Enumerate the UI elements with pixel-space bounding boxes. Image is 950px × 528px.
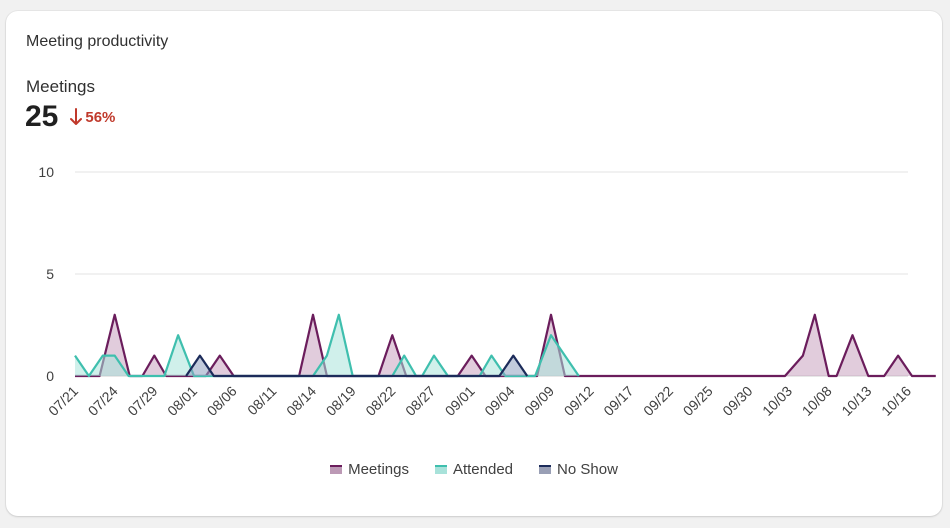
x-tick-label: 07/29	[124, 383, 160, 419]
x-tick-label: 09/30	[719, 383, 755, 419]
x-tick-label: 09/17	[600, 383, 636, 419]
legend-label: No Show	[557, 461, 618, 478]
legend-item-attended[interactable]: Attended	[434, 461, 514, 478]
legend-swatch	[330, 464, 343, 475]
chart-legend: Meetings Attended No Show	[6, 461, 942, 478]
metric-change: 56%	[70, 108, 115, 126]
legend-item-meetings[interactable]: Meetings	[330, 461, 409, 478]
x-tick-label: 08/27	[402, 383, 438, 419]
metric-row: 25 56%	[25, 100, 115, 134]
legend-item-no-show[interactable]: No Show	[539, 461, 618, 478]
x-tick-label: 08/11	[244, 383, 280, 419]
x-tick-label: 09/09	[521, 383, 557, 419]
x-tick-label: 08/01	[164, 383, 200, 419]
card-title: Meeting productivity	[26, 33, 169, 50]
metric-value: 25	[25, 100, 59, 133]
x-tick-label: 09/04	[481, 383, 517, 419]
x-tick-label: 07/24	[85, 383, 121, 419]
x-tick-label: 08/22	[362, 383, 398, 419]
series-line-no-show	[185, 354, 529, 378]
x-tick-label: 08/19	[323, 383, 359, 419]
y-tick-label: 10	[38, 164, 54, 180]
legend-label: Meetings	[348, 461, 409, 478]
legend-swatch	[539, 464, 552, 475]
x-tick-label: 10/08	[799, 383, 835, 419]
x-tick-label: 10/03	[759, 383, 795, 419]
x-tick-label: 07/21	[45, 383, 81, 419]
x-tick-label: 08/14	[283, 383, 319, 419]
arrow-down-icon	[70, 108, 83, 125]
y-tick-label: 5	[46, 266, 54, 282]
metric-change-value: 56%	[85, 108, 116, 126]
legend-label: Attended	[452, 461, 514, 478]
legend-swatch	[434, 464, 447, 475]
x-tick-label: 09/25	[680, 383, 716, 419]
x-tick-label: 10/16	[878, 383, 914, 419]
meeting-productivity-card: Meeting productivity Meetings 25 56% 0 5 1…	[6, 11, 942, 516]
y-tick-label: 0	[46, 368, 54, 384]
x-tick-label: 09/01	[442, 383, 478, 419]
x-tick-label: 10/13	[838, 383, 874, 419]
x-tick-label: 08/06	[204, 383, 240, 419]
x-tick-label: 09/12	[561, 383, 597, 419]
series-area-meetings	[75, 314, 936, 376]
x-tick-label: 09/22	[640, 383, 676, 419]
metric-label: Meetings	[26, 77, 95, 96]
